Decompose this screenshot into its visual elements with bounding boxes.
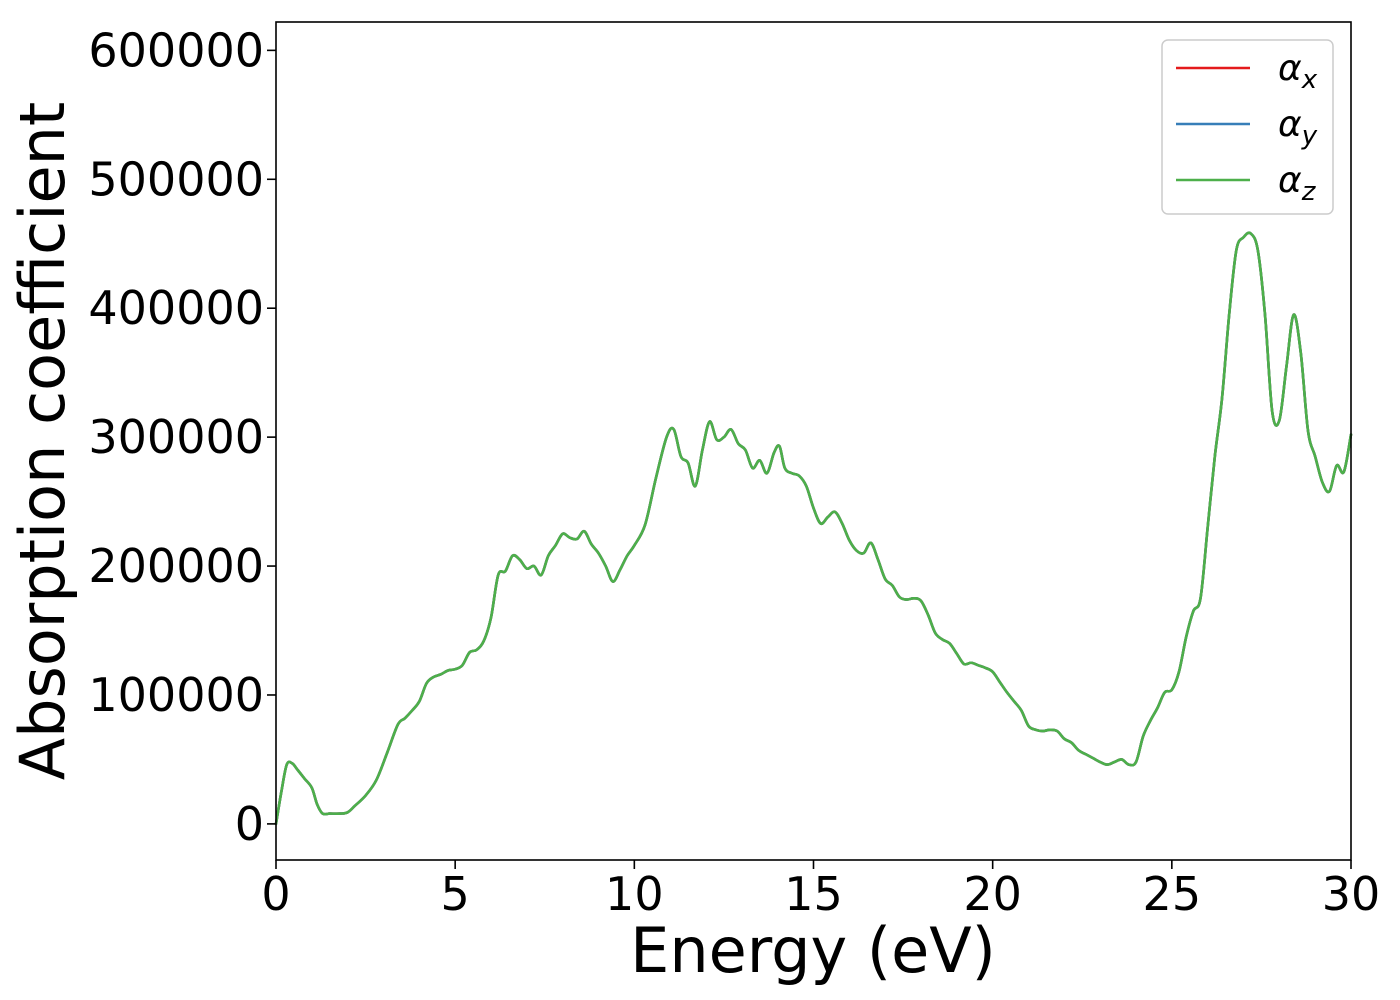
series-line-αx bbox=[274, 231, 1353, 826]
y-axis-title: Absorption coefficient bbox=[6, 102, 79, 781]
x-tick-label: 30 bbox=[1322, 867, 1381, 921]
y-tick-label: 600000 bbox=[88, 23, 264, 77]
legend-subscript: y bbox=[1301, 121, 1318, 151]
series-line-αy bbox=[274, 231, 1353, 826]
legend-label: αy bbox=[1278, 104, 1318, 151]
y-tick-label: 400000 bbox=[88, 281, 264, 335]
y-tick-label: 200000 bbox=[88, 539, 264, 593]
legend-symbol: α bbox=[1278, 160, 1302, 201]
y-tick-label: 300000 bbox=[88, 410, 264, 464]
legend-symbol: α bbox=[1278, 104, 1302, 145]
y-tick-label: 0 bbox=[235, 797, 264, 851]
x-axis-title: Energy (eV) bbox=[630, 914, 996, 987]
legend-box bbox=[1161, 39, 1334, 215]
legend-subscript: z bbox=[1301, 177, 1317, 207]
x-tick-label: 15 bbox=[784, 867, 843, 921]
x-tick-label: 20 bbox=[963, 867, 1022, 921]
legend-subscript: x bbox=[1301, 65, 1318, 95]
series-line-αz bbox=[274, 231, 1353, 826]
legend-label: αx bbox=[1278, 48, 1318, 95]
y-axis-ticks: 0 100000 200000 300000 400000 500000 600000 bbox=[88, 23, 276, 851]
series-layer bbox=[274, 231, 1353, 826]
x-tick-label: 25 bbox=[1143, 867, 1202, 921]
legend-label: αz bbox=[1278, 160, 1317, 207]
x-tick-label: 0 bbox=[261, 867, 290, 921]
x-axis-ticks: 0 5 10 15 20 25 30 bbox=[261, 860, 1380, 921]
x-tick-label: 5 bbox=[441, 867, 470, 921]
y-tick-label: 100000 bbox=[88, 668, 264, 722]
x-tick-label: 10 bbox=[605, 867, 664, 921]
y-tick-label: 500000 bbox=[88, 152, 264, 206]
legend-symbol: α bbox=[1278, 48, 1302, 89]
